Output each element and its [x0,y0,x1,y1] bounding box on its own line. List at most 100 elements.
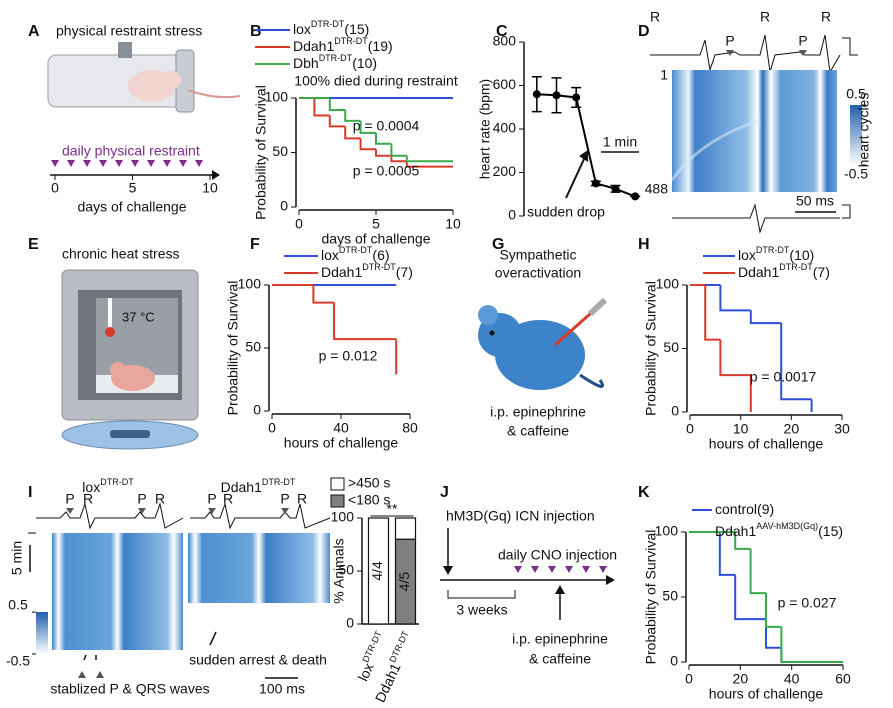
y-tick-label: 50 [338,562,354,578]
legend-swatch [330,494,345,508]
survival-step [734,574,766,621]
peak-marker [281,508,289,514]
peak-label: R [821,9,831,25]
y-tick-label: 200 [493,163,517,179]
peak-label: R [650,9,660,25]
scale-label: 5 min [9,541,25,575]
data-point [591,179,600,188]
panel-label: I [28,484,32,501]
legend-label: Ddah1DTR-DT(7) [321,262,413,279]
legend-label: Ddah1DTR-DT(19) [293,36,393,53]
panel-label: E [28,236,39,253]
x-tick-label: 40 [333,420,349,436]
row-label: 488 [645,181,669,197]
panel-title: Sympathetic [499,247,576,263]
peak-label: P [137,491,146,507]
cno-marker [599,566,607,573]
text-part: (15) [818,523,843,539]
y-tick-label: 0 [670,653,678,669]
legend-label: Ddah1DTR-DT(7) [738,262,830,279]
y-tick-label: 50 [662,588,678,604]
axis-label: Probability of Survival [225,281,241,416]
y-tick-label: 100 [656,276,680,292]
panel-label: H [638,236,650,253]
panel-title: chronic heat stress [62,246,180,262]
axis-label: hours of challenge [709,436,824,452]
text-part: DTR-DT [779,262,813,272]
survival-step [749,548,766,595]
ecg-heatmap-i [28,502,331,679]
step-label: hM3D(Gq) ICN injection [446,508,595,524]
panel-label: F [250,236,260,253]
axis-label: % Animals [331,538,347,603]
restraint-marker [195,160,203,167]
peak-marker [726,50,734,56]
text-part: (7) [396,264,413,280]
mouse-injection [478,297,608,390]
cno-marker [582,566,590,573]
survival-step [405,155,453,163]
peak-label: P [65,491,74,507]
cno-marker [548,566,556,573]
text-part: Ddah1 [715,523,756,539]
peak-marker [799,50,807,56]
group-label: Ddah1DTR-DT [221,477,296,494]
text-part: lox [354,660,376,683]
restraint-tube [47,42,241,113]
survival-step [780,323,812,401]
survival-step [328,98,346,111]
colorbar-label: -0.5 [844,166,868,182]
x-tick-label: 0 [51,180,59,196]
panel-label: B [250,23,262,40]
caption: i.p. epinephrine [512,631,608,647]
survival-step [375,149,392,157]
y-tick-label: 50 [272,143,288,159]
wave-marker [96,671,104,678]
axis-label: Probability of Survival [643,281,659,416]
survival-step [390,155,407,163]
restraint-marker [147,160,155,167]
peak-label: R [297,491,307,507]
y-tick-label: 0 [508,207,516,223]
text-part: DTR-DT [311,19,345,29]
annotation-arrow [565,156,586,199]
wave-marker [78,671,86,678]
text-part: lox [321,247,339,263]
axis-label: heart rate (bpm) [477,79,493,179]
y-tick-label: 50 [663,339,679,355]
text-part: Ddah1 [293,38,334,54]
survival-step [704,285,721,341]
step-label: 3 weeks [456,602,507,618]
text-part: DTR-DT [362,262,396,272]
axis-label: hours of challenge [284,435,399,451]
scale-label: 50 ms [796,193,834,209]
x-tick-label: 40 [784,671,800,687]
legend-label: loxDTR-DT(15) [293,19,369,36]
y-tick-label: 100 [655,523,679,539]
legend-label: DbhDTR-DT(10) [293,53,377,70]
survival-step [344,126,361,140]
restraint-marker [179,160,187,167]
axis-label: days of challenge [78,199,187,215]
data-point [631,192,640,201]
restraint-marker [99,160,107,167]
survival-step [359,120,376,134]
text-part: control [715,501,757,517]
legend-label: control(9) [715,501,774,517]
peak-label: R [760,9,770,25]
survival-step [765,619,782,649]
panel-label: G [492,236,504,253]
survival-step [312,285,335,304]
text-part: (15) [344,21,369,37]
arrow-head [579,150,588,162]
survival-step [328,115,346,128]
survival-step [344,109,361,122]
annotation: p = 0.027 [778,595,837,611]
text-part: Dbh [293,55,319,71]
text-part: (19) [368,38,393,54]
x-tick-label: 5 [372,216,380,232]
x-tick-label: 0 [685,671,693,687]
y-tick-label: 600 [493,76,517,92]
survival-step [359,138,376,151]
y-tick-label: 0 [253,402,261,418]
